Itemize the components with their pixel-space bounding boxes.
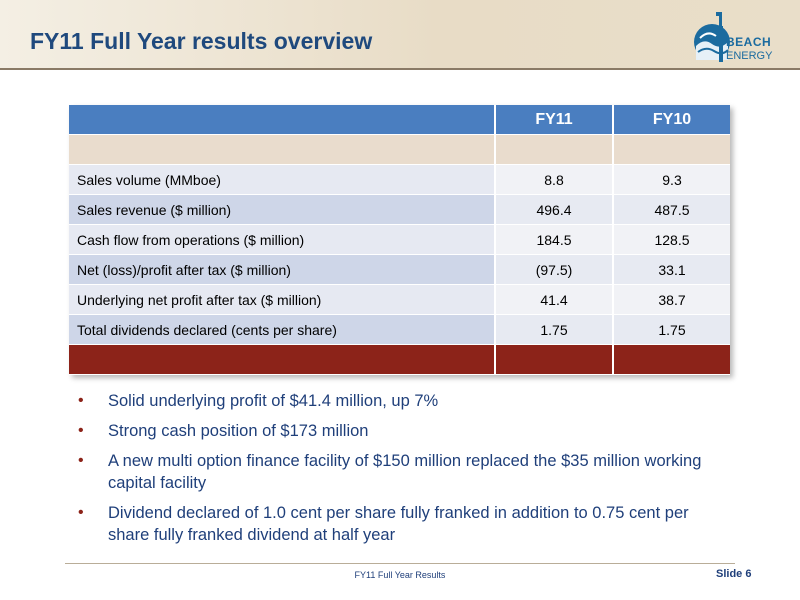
bullet-list: • Solid underlying profit of $41.4 milli… bbox=[78, 390, 718, 554]
fy10-value: 128.5 bbox=[614, 225, 730, 255]
table-row: Sales volume (MMboe) 8.8 9.3 bbox=[69, 165, 730, 195]
fy10-value: 9.3 bbox=[614, 165, 730, 195]
table-header-row: FY11 FY10 bbox=[69, 105, 730, 135]
table-spacer-row bbox=[69, 135, 730, 165]
bullet-item: • Strong cash position of $173 million bbox=[78, 420, 718, 442]
row-label: Underlying net profit after tax ($ milli… bbox=[69, 285, 496, 315]
results-table: FY11 FY10 Sales volume (MMboe) 8.8 9.3 S… bbox=[69, 105, 730, 375]
fy11-value: 1.75 bbox=[496, 315, 614, 345]
spacer-cell bbox=[496, 135, 614, 165]
footer-cell bbox=[69, 345, 496, 375]
bullet-text: Dividend declared of 1.0 cent per share … bbox=[108, 504, 689, 544]
footer-divider bbox=[65, 563, 735, 564]
bullet-marker: • bbox=[78, 452, 84, 469]
row-label: Sales volume (MMboe) bbox=[69, 165, 496, 195]
logo-text-beach: BEACH bbox=[726, 35, 772, 49]
header-cell-fy10: FY10 bbox=[614, 105, 730, 135]
bullet-marker: • bbox=[78, 422, 84, 439]
fy11-value: 184.5 bbox=[496, 225, 614, 255]
row-label: Cash flow from operations ($ million) bbox=[69, 225, 496, 255]
header-cell-fy11: FY11 bbox=[496, 105, 614, 135]
slide-title: FY11 Full Year results overview bbox=[30, 28, 373, 54]
table-footer-row bbox=[69, 345, 730, 375]
header-divider bbox=[0, 68, 800, 70]
table-row: Underlying net profit after tax ($ milli… bbox=[69, 285, 730, 315]
spacer-cell bbox=[69, 135, 496, 165]
fy10-value: 487.5 bbox=[614, 195, 730, 225]
fy11-value: 41.4 bbox=[496, 285, 614, 315]
header-band bbox=[0, 0, 800, 68]
bullet-text: Strong cash position of $173 million bbox=[108, 422, 369, 440]
bullet-marker: • bbox=[78, 504, 84, 521]
fy11-value: 8.8 bbox=[496, 165, 614, 195]
fy11-value: 496.4 bbox=[496, 195, 614, 225]
bullet-text: A new multi option finance facility of $… bbox=[108, 452, 702, 492]
bullet-text: Solid underlying profit of $41.4 million… bbox=[108, 392, 439, 410]
header-cell-label bbox=[69, 105, 496, 135]
fy10-value: 33.1 bbox=[614, 255, 730, 285]
table-row: Total dividends declared (cents per shar… bbox=[69, 315, 730, 345]
footer-cell bbox=[614, 345, 730, 375]
table-row: Cash flow from operations ($ million) 18… bbox=[69, 225, 730, 255]
row-label: Sales revenue ($ million) bbox=[69, 195, 496, 225]
bullet-item: • Solid underlying profit of $41.4 milli… bbox=[78, 390, 718, 412]
fy11-value: (97.5) bbox=[496, 255, 614, 285]
spacer-cell bbox=[614, 135, 730, 165]
logo-text-energy: ENERGY bbox=[726, 50, 773, 62]
footer-title: FY11 Full Year Results bbox=[354, 570, 446, 580]
bullet-marker: • bbox=[78, 392, 84, 409]
beach-energy-logo-icon bbox=[694, 12, 730, 62]
slide-number: Slide 6 bbox=[716, 568, 752, 580]
fy10-value: 1.75 bbox=[614, 315, 730, 345]
bullet-item: • A new multi option finance facility of… bbox=[78, 450, 718, 494]
table-row: Sales revenue ($ million) 496.4 487.5 bbox=[69, 195, 730, 225]
table-row: Net (loss)/profit after tax ($ million) … bbox=[69, 255, 730, 285]
company-logo: BEACH ENERGY bbox=[690, 8, 796, 64]
row-label: Net (loss)/profit after tax ($ million) bbox=[69, 255, 496, 285]
footer-cell bbox=[496, 345, 614, 375]
fy10-value: 38.7 bbox=[614, 285, 730, 315]
bullet-item: • Dividend declared of 1.0 cent per shar… bbox=[78, 502, 718, 546]
row-label: Total dividends declared (cents per shar… bbox=[69, 315, 496, 345]
